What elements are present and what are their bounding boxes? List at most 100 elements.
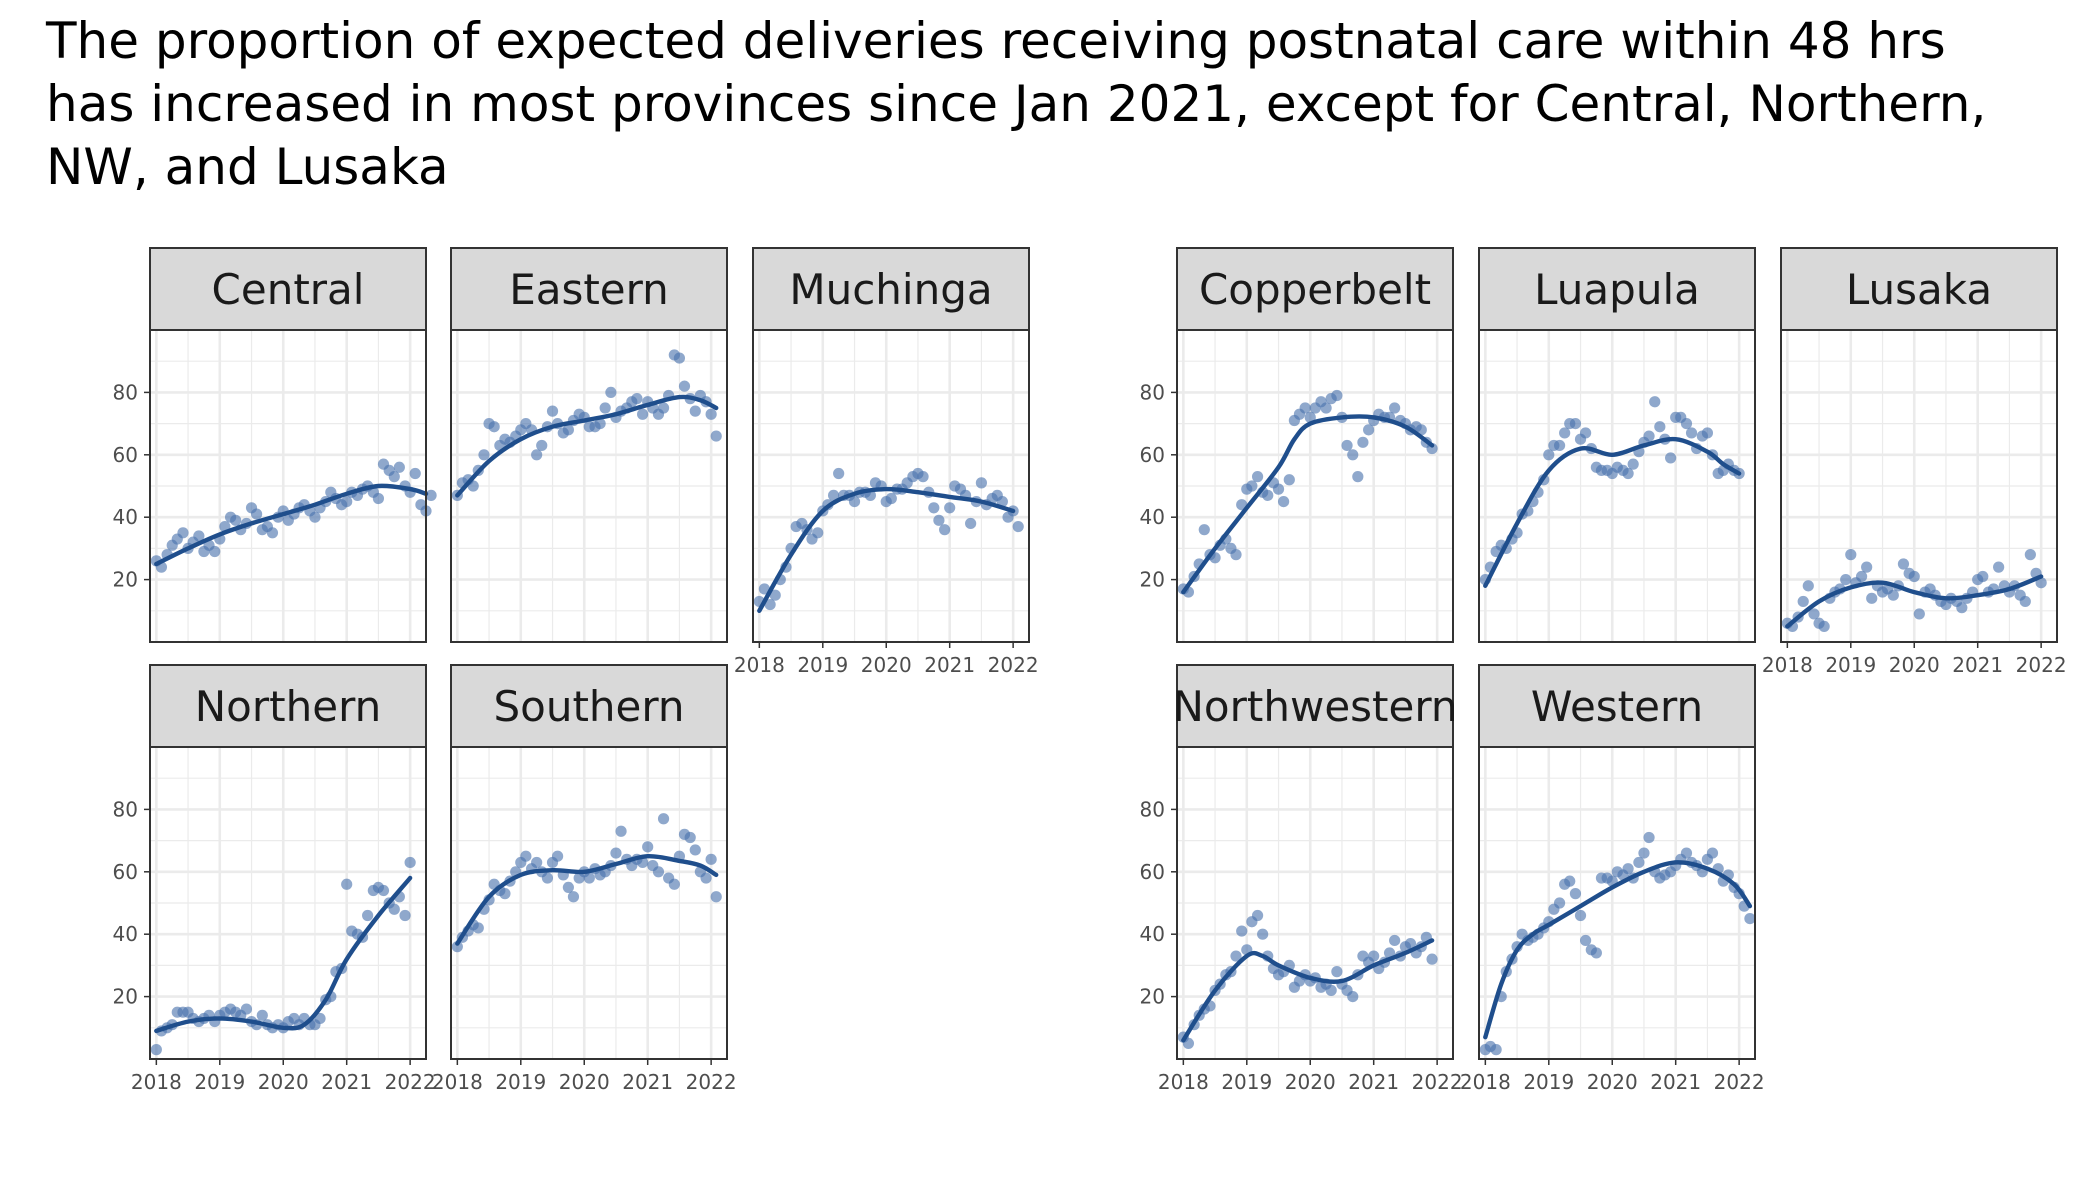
y-tick-label: 20 [1140,985,1165,1009]
data-point [250,508,263,520]
data-point [1352,471,1364,483]
data-point [1246,480,1258,492]
data-point [388,471,400,483]
data-point [610,847,622,859]
facet-strip-label: Luapula [1534,265,1700,314]
data-point [314,1012,326,1025]
data-point [657,402,670,414]
data-point [1341,439,1353,452]
data-point [393,461,405,473]
data-point [309,511,321,523]
smooth-trend-line [154,483,429,567]
data-point [1861,561,1873,573]
data-point [1685,427,1698,439]
data-point [1198,524,1210,536]
data-point [599,402,611,414]
y-tick-label: 80 [1140,380,1165,404]
data-point [425,489,437,501]
data-point [764,598,776,611]
data-point [1802,580,1814,592]
data-point [1304,411,1316,423]
data-point [965,517,977,530]
data-point [657,813,670,825]
data-point [1627,458,1639,470]
data-point [710,430,722,442]
facet-strip [1478,247,1756,331]
smooth-trend-line [1181,414,1435,595]
data-point [933,514,945,526]
y-tick-label: 60 [113,860,138,884]
facet-strip [1176,664,1454,748]
x-tick-label: 2019 [797,653,848,677]
data-point [1347,449,1359,461]
data-point [1706,847,1719,859]
data-point [1855,570,1868,583]
data-point [1257,928,1269,940]
data-point [1368,950,1380,962]
data-point [1262,489,1274,501]
data-point [1569,888,1582,900]
data-point [551,850,564,862]
y-tick-label: 20 [113,985,138,1009]
data-point [944,502,956,514]
data-point [193,530,205,542]
y-tick-label: 40 [1140,922,1165,946]
data-point [705,853,717,865]
data-point [700,872,712,884]
data-point [1680,418,1693,430]
data-point [1331,966,1343,978]
data-point [812,527,824,539]
data-point [377,884,390,897]
data-point [1622,467,1634,480]
data-point [1325,984,1337,996]
data-point [531,449,543,461]
facet-strip [149,247,427,331]
data-point [362,909,374,922]
data-point [266,527,279,539]
x-tick-label: 2021 [924,653,975,677]
data-point [567,891,580,903]
data-point [1426,953,1438,965]
data-point [1012,520,1024,533]
x-tick-label: 2021 [1348,1070,1399,1094]
facet-strip-label: Eastern [509,265,669,314]
data-point [1818,620,1830,633]
panel-copperbelt: Copperbelt 20 40 60 80 [1140,247,1454,643]
data-point [684,831,696,844]
y-tick-label: 40 [113,505,138,529]
x-tick-label: 2020 [559,1070,610,1094]
y-tick-label: 20 [113,568,138,592]
panel-muchinga: Muchinga 2018 2019 2020 2021 2022 [734,247,1039,677]
data-point [1579,427,1592,439]
smooth-trend-line [455,853,719,946]
data-point [917,471,929,483]
data-point [1320,402,1332,414]
x-tick-label: 2018 [1762,653,1813,677]
data-point [975,477,988,489]
smooth-trend-line [1483,436,1742,588]
y-tick-label: 60 [1140,443,1165,467]
data-point [605,386,617,398]
data-point [928,502,940,514]
data-point [209,545,221,558]
y-tick-label: 60 [113,443,138,467]
facet-strip [752,247,1030,331]
data-point [546,405,559,417]
data-point [1797,595,1809,608]
x-tick-label: 2018 [432,1070,483,1094]
data-point [1654,421,1666,433]
x-tick-label: 2021 [1650,1070,1701,1094]
data-point [1331,389,1343,402]
data-point [689,844,701,856]
x-tick-label: 2022 [385,1070,436,1094]
data-point [637,408,649,420]
data-point [1579,934,1592,947]
x-tick-label: 2019 [194,1070,245,1094]
data-point [1283,474,1295,486]
data-point [1993,561,2005,573]
y-tick-label: 60 [1140,860,1165,884]
data-point [1622,863,1634,875]
smooth-trend-line [1483,860,1753,1040]
x-tick-label: 2020 [861,653,912,677]
